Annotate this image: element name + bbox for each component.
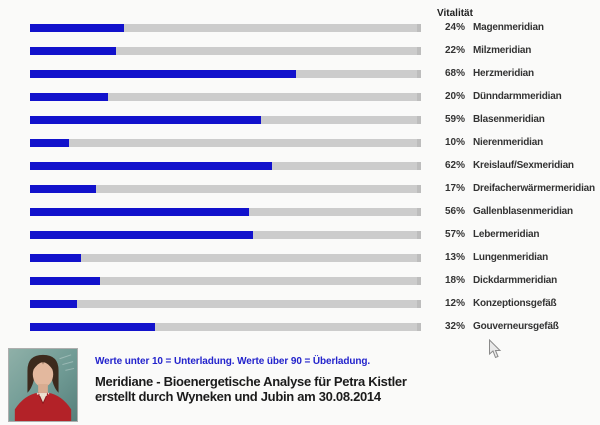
- bar-row: [0, 246, 430, 269]
- mouse-cursor: [489, 339, 502, 359]
- bar-fill: [30, 253, 81, 262]
- bar-row: [0, 154, 430, 177]
- value-label: 32%: [444, 321, 465, 332]
- bar-track: [30, 92, 421, 101]
- label-row: 68% Herzmeridian: [437, 62, 595, 85]
- category-label: Milzmeridian: [473, 45, 532, 56]
- bar-fill: [30, 115, 261, 124]
- legend-note: Werte unter 10 = Unterladung. Werte über…: [95, 356, 371, 367]
- bar-fill: [30, 69, 296, 78]
- label-row: 17% Dreifacherwärmermeridian: [437, 177, 595, 200]
- bar-track: [30, 46, 421, 55]
- category-label: Lebermeridian: [473, 229, 540, 240]
- bar-row: [0, 223, 430, 246]
- bar-fill: [30, 230, 253, 239]
- portrait-photo: [8, 348, 78, 422]
- category-label: Dickdarmmeridian: [473, 275, 558, 286]
- value-label: 24%: [444, 22, 465, 33]
- category-label: Lungenmeridian: [473, 252, 548, 263]
- category-label: Magenmeridian: [473, 22, 544, 33]
- bar-row: [0, 200, 430, 223]
- bar-row: [0, 62, 430, 85]
- bar-track: [30, 322, 421, 331]
- bar-track: [30, 299, 421, 308]
- value-label: 68%: [444, 68, 465, 79]
- bar-fill: [30, 161, 273, 170]
- category-label: Herzmeridian: [473, 68, 534, 79]
- bar-fill: [30, 299, 77, 308]
- label-row: 62% Kreislauf/Sexmeridian: [437, 154, 595, 177]
- label-row: 24% Magenmeridian: [437, 16, 595, 39]
- bar-fill: [30, 207, 249, 216]
- category-label: Gouverneursgefäß: [473, 321, 559, 332]
- bar-track: [30, 69, 421, 78]
- category-label: Blasenmeridian: [473, 114, 545, 125]
- category-label: Konzeptionsgefäß: [473, 298, 557, 309]
- vitality-bar-chart: [0, 16, 430, 338]
- label-row: 10% Nierenmeridian: [437, 131, 595, 154]
- bar-row: [0, 177, 430, 200]
- value-label: 18%: [444, 275, 465, 286]
- label-row: 13% Lungenmeridian: [437, 246, 595, 269]
- bar-row: [0, 85, 430, 108]
- label-row: 57% Lebermeridian: [437, 223, 595, 246]
- value-label: 10%: [444, 137, 465, 148]
- bar-fill: [30, 23, 124, 32]
- bar-track: [30, 276, 421, 285]
- value-label: 22%: [444, 45, 465, 56]
- category-label: Kreislauf/Sexmeridian: [473, 160, 574, 171]
- value-label: 13%: [444, 252, 465, 263]
- value-label: 12%: [444, 298, 465, 309]
- bar-fill: [30, 322, 156, 331]
- chart-title: Vitalität: [437, 8, 473, 19]
- value-label: 62%: [444, 160, 465, 171]
- bar-track: [30, 161, 421, 170]
- bar-row: [0, 315, 430, 338]
- bar-fill: [30, 138, 70, 147]
- bar-track: [30, 230, 421, 239]
- bar-track: [30, 253, 421, 262]
- label-row: 32% Gouverneursgefäß: [437, 315, 595, 338]
- bar-row: [0, 131, 430, 154]
- label-row: 59% Blasenmeridian: [437, 108, 595, 131]
- bar-track: [30, 184, 421, 193]
- bar-fill: [30, 46, 117, 55]
- chart-label-column: 24% Magenmeridian 22% Milzmeridian 68% Herzme…: [437, 16, 595, 338]
- report-title: Meridiane - Bioenergetische Analyse für …: [95, 374, 407, 404]
- bar-fill: [30, 184, 97, 193]
- category-label: Nierenmeridian: [473, 137, 544, 148]
- category-label: Dreifacherwärmermeridian: [473, 183, 595, 194]
- report-title-line2: erstellt durch Wyneken und Jubin am 30.0…: [95, 389, 381, 404]
- label-row: 18% Dickdarmmeridian: [437, 269, 595, 292]
- portrait-photo-image: [9, 349, 77, 421]
- value-label: 59%: [444, 114, 465, 125]
- bar-row: [0, 292, 430, 315]
- category-label: Dünndarmmeridian: [473, 91, 562, 102]
- label-row: 20% Dünndarmmeridian: [437, 85, 595, 108]
- value-label: 17%: [444, 183, 465, 194]
- report-title-line1: Meridiane - Bioenergetische Analyse für …: [95, 374, 407, 389]
- value-label: 57%: [444, 229, 465, 240]
- bar-row: [0, 39, 430, 62]
- label-row: 22% Milzmeridian: [437, 39, 595, 62]
- label-row: 56% Gallenblasenmeridian: [437, 200, 595, 223]
- bar-track: [30, 115, 421, 124]
- category-label: Gallenblasenmeridian: [473, 206, 573, 217]
- bar-track: [30, 138, 421, 147]
- label-row: 12% Konzeptionsgefäß: [437, 292, 595, 315]
- bar-row: [0, 108, 430, 131]
- bar-row: [0, 269, 430, 292]
- bar-fill: [30, 276, 101, 285]
- value-label: 20%: [444, 91, 465, 102]
- bar-row: [0, 16, 430, 39]
- value-label: 56%: [444, 206, 465, 217]
- bar-track: [30, 207, 421, 216]
- bar-track: [30, 23, 421, 32]
- bar-fill: [30, 92, 109, 101]
